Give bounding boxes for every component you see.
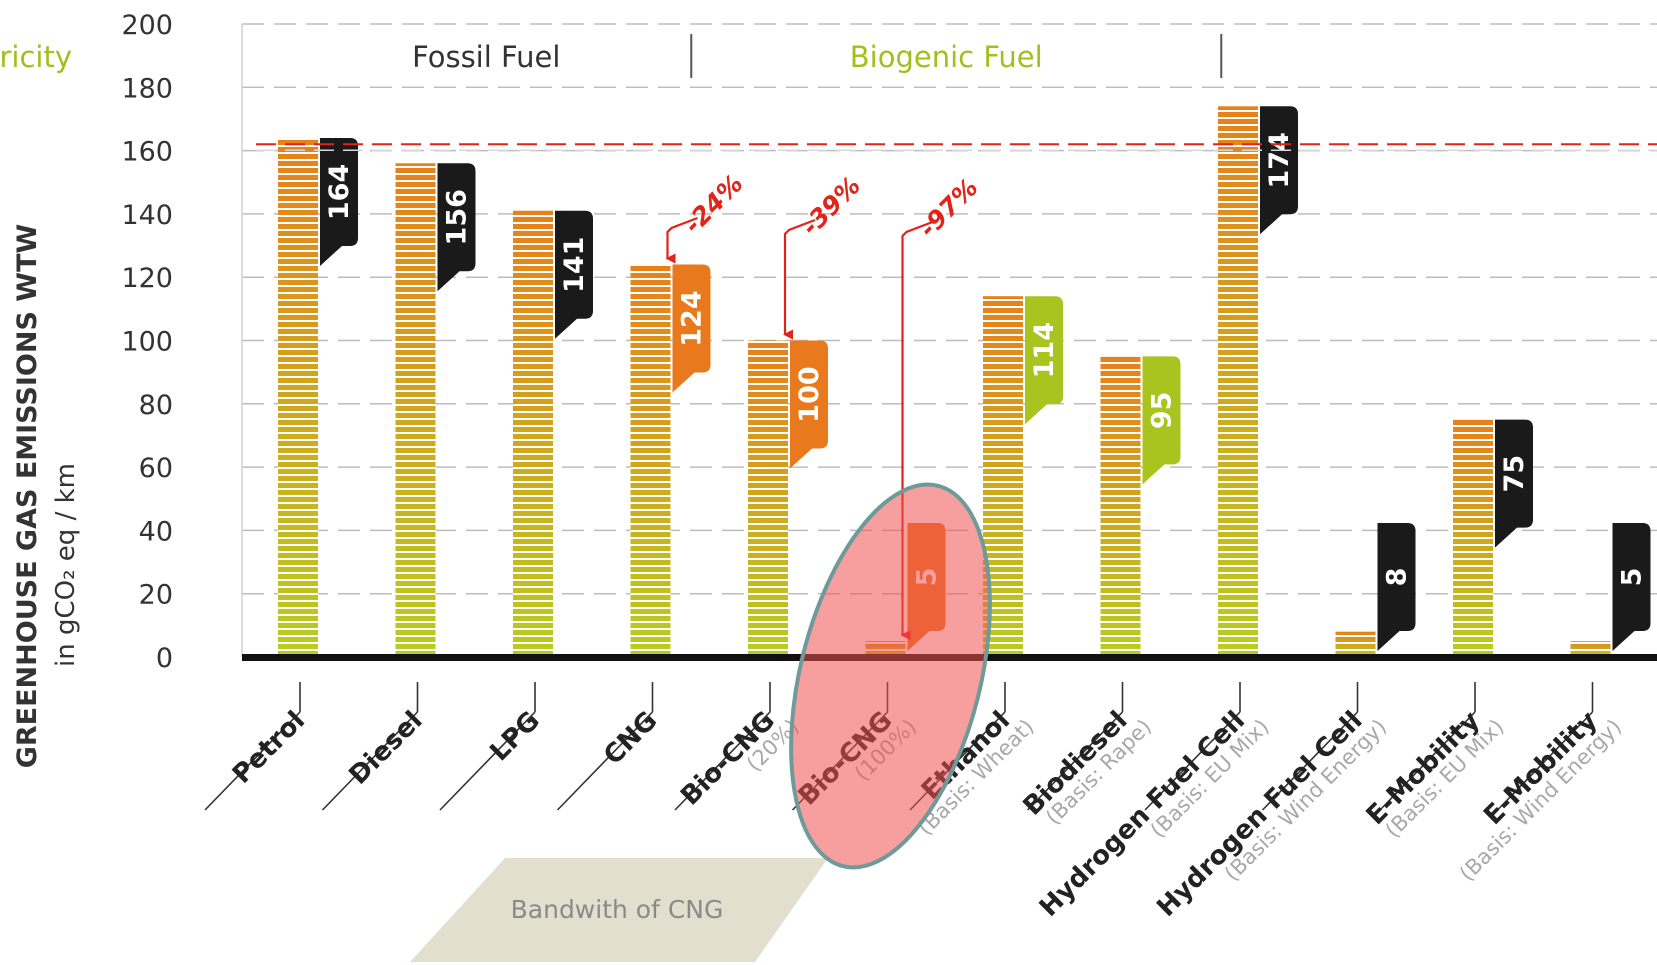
category-guide [674,711,771,811]
category-guide [1379,711,1476,811]
category-label: Petrol [227,706,311,790]
group-label: Electricity [0,40,72,74]
bar-stripes [395,163,436,657]
y-axis-title: GREENHOUSE GAS EMISSIONS WTW [12,224,43,769]
y-tick-label: 80 [139,390,173,421]
y-tick-label: 20 [139,580,173,611]
value-label: 174 [1264,132,1295,188]
bar-stripes [278,137,318,657]
category-guide [1496,711,1594,811]
value-label: 141 [559,237,590,293]
cng-bandwidth-band [410,858,828,962]
bar-stripes [1335,631,1376,657]
group-label: Biogenic Fuel [850,40,1043,74]
value-label: 95 [1147,392,1178,430]
y-tick-label: 100 [121,327,173,358]
y-tick-label: 160 [121,137,173,168]
category-label: LPG [484,706,545,767]
value-label: 114 [1029,322,1060,378]
highlight-ellipse [789,482,992,870]
value-label: 100 [794,366,825,422]
reduction-label: -39% [796,171,866,241]
reduction-label: -24% [678,169,748,239]
bar-stripes [630,264,671,657]
category-guide [204,711,301,811]
reduction-arrow [900,220,933,641]
reduction-arrow [783,218,816,340]
value-tag [320,137,358,266]
bar-stripes [1218,106,1258,658]
bar-stripes [1453,419,1493,657]
value-label: 8 [1382,568,1413,587]
group-label: Fossil Fuel [412,40,560,74]
y-tick-label: 180 [121,73,173,104]
bar-stripes [1570,641,1611,657]
reduction-arrow [665,216,698,264]
bar-stripes [748,340,788,657]
y-tick-label: 0 [156,643,173,674]
bar-stripes [513,210,553,658]
value-label: 5 [1617,568,1648,587]
value-tag [555,210,593,339]
value-tag [437,163,476,292]
cng-bandwidth-label: Bandwith of CNG [511,895,724,924]
y-tick-label: 120 [121,263,173,294]
value-label: 156 [442,189,473,245]
value-tag [672,264,711,393]
value-tag [1142,356,1181,485]
y-tick-label: 200 [121,10,173,41]
category-label: Diesel [343,706,428,791]
category-guide [1026,711,1124,811]
value-tag [1612,523,1651,651]
category-guide [1144,711,1241,811]
bar-stripes [1100,356,1141,657]
value-tag [1495,419,1533,548]
value-tag [1260,106,1298,235]
value-label: 75 [1499,455,1530,493]
category-guide [556,711,654,811]
value-label: 124 [677,290,708,346]
value-tag [1377,523,1416,651]
value-tag [1025,296,1063,425]
reduction-label: -97% [913,173,983,243]
category-guide [439,711,536,811]
y-tick-label: 140 [121,200,173,231]
y-axis-unit: in gCO₂ eq / km [51,463,81,667]
y-tick-label: 60 [139,453,173,484]
category-guide [1261,711,1359,811]
y-tick-label: 40 [139,516,173,547]
value-tag [790,340,828,469]
value-label: 164 [324,164,355,220]
category-label: CNG [598,706,663,771]
category-guide [321,711,419,811]
